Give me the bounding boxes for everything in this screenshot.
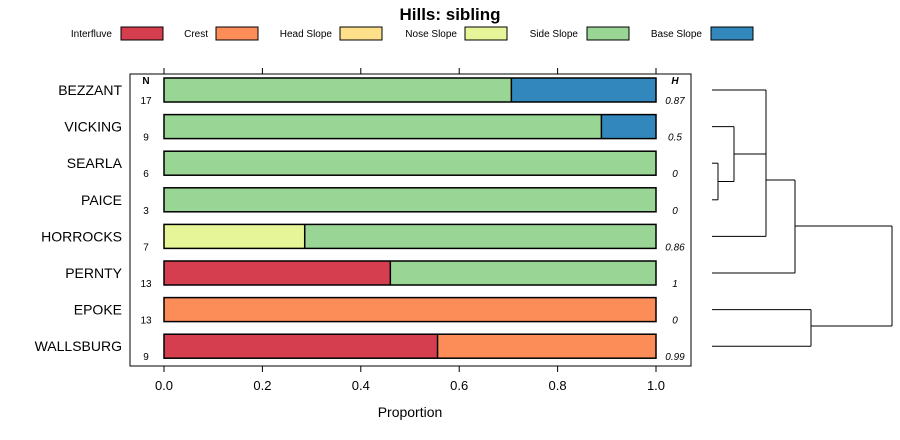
legend-swatch-crest: [215, 26, 259, 41]
bar-outline-vicking: [163, 113, 657, 140]
n-value-vicking: 9: [143, 133, 149, 144]
x-tick-label: 0.2: [253, 378, 271, 393]
x-tick-label: 0.0: [155, 378, 173, 393]
h-value-epoke: 0: [672, 316, 678, 327]
x-tick-label: 0.4: [352, 378, 370, 393]
legend-label-nose-slope: Nose Slope: [405, 29, 457, 40]
row-label-vicking: VICKING: [64, 119, 122, 135]
n-value-wallsburg: 9: [143, 352, 149, 363]
row-label-epoke: EPOKE: [74, 302, 122, 318]
legend-label-side-slope: Side Slope: [530, 29, 579, 40]
x-axis: 0.0 0.2 0.4 0.6 0.8 1.0: [155, 68, 665, 393]
row-label-wallsburg: WALLSBURG: [35, 338, 122, 354]
n-value-pernty: 13: [140, 279, 152, 290]
bar-outline-wallsburg: [163, 333, 657, 359]
h-value-bezzant: 0.87: [665, 96, 685, 107]
x-tick-label: 1.0: [647, 378, 665, 393]
bar-outline-bezzant: [163, 77, 657, 103]
row-label-pernty: PERNTY: [65, 265, 122, 281]
legend-label-interfluve: Interfluve: [71, 29, 113, 40]
n-header: N: [142, 76, 149, 87]
bar-segment-paice-side-slope: [164, 187, 656, 212]
bar-segment-epoke-crest: [164, 297, 656, 322]
legend: Interfluve Crest Head Slope Nose Slope Side …: [71, 26, 754, 41]
legend-swatch-nose-slope: [464, 26, 508, 41]
x-tick-label: 0.6: [450, 378, 468, 393]
x-tick-label: 0.8: [549, 378, 567, 393]
n-value-horrocks: 7: [143, 242, 149, 253]
bar-segment-searla-side-slope: [164, 151, 656, 176]
row-label-searla: SEARLA: [67, 155, 123, 171]
x-axis-title: Proportion: [378, 404, 443, 420]
bar-outline-horrocks: [163, 223, 657, 250]
row-label-horrocks: HORROCKS: [41, 228, 122, 244]
bar-outline-searla: [163, 150, 657, 176]
dendrogram: [712, 89, 893, 347]
bar-segment-wallsburg-interfluve: [164, 334, 438, 359]
bar-segment-horrocks-side-slope: [304, 224, 656, 249]
bar-outline-pernty: [163, 260, 657, 286]
bar-segment-vicking-base-slope: [601, 114, 656, 139]
legend-label-base-slope: Base Slope: [651, 29, 703, 40]
legend-swatch-interfluve: [120, 26, 164, 41]
bar-segment-wallsburg-crest: [437, 334, 656, 359]
legend-swatch-base-slope: [710, 26, 754, 41]
bar-outline-epoke: [163, 296, 657, 323]
bar-segment-vicking-side-slope: [164, 114, 602, 139]
n-value-paice: 3: [143, 206, 149, 217]
legend-label-crest: Crest: [184, 29, 208, 40]
n-value-bezzant: 17: [140, 96, 152, 107]
h-value-pernty: 1: [672, 279, 678, 290]
row-label-paice: PAICE: [81, 192, 122, 208]
bar-segment-bezzant-base-slope: [511, 78, 656, 102]
bar-segment-horrocks-nose-slope: [164, 224, 305, 249]
h-value-wallsburg: 0.99: [665, 352, 685, 363]
legend-swatch-side-slope: [586, 26, 630, 41]
bar-segment-pernty-interfluve: [164, 261, 391, 285]
h-value-horrocks: 0.86: [665, 242, 685, 253]
n-value-searla: 6: [143, 169, 149, 180]
plot-frame: [129, 73, 692, 367]
legend-swatch-head-slope: [339, 26, 383, 41]
h-header: H: [671, 76, 679, 87]
bar-segment-bezzant-side-slope: [164, 78, 512, 102]
row-label-bezzant: BEZZANT: [58, 82, 122, 98]
legend-label-head-slope: Head Slope: [280, 29, 333, 40]
h-value-vicking: 0.5: [668, 133, 682, 144]
n-value-epoke: 13: [140, 316, 152, 327]
chart-title: Hills: sibling: [399, 5, 500, 24]
h-value-searla: 0: [672, 169, 678, 180]
h-value-paice: 0: [672, 206, 678, 217]
bar-outline-paice: [163, 187, 657, 213]
bar-segment-pernty-side-slope: [390, 261, 656, 285]
